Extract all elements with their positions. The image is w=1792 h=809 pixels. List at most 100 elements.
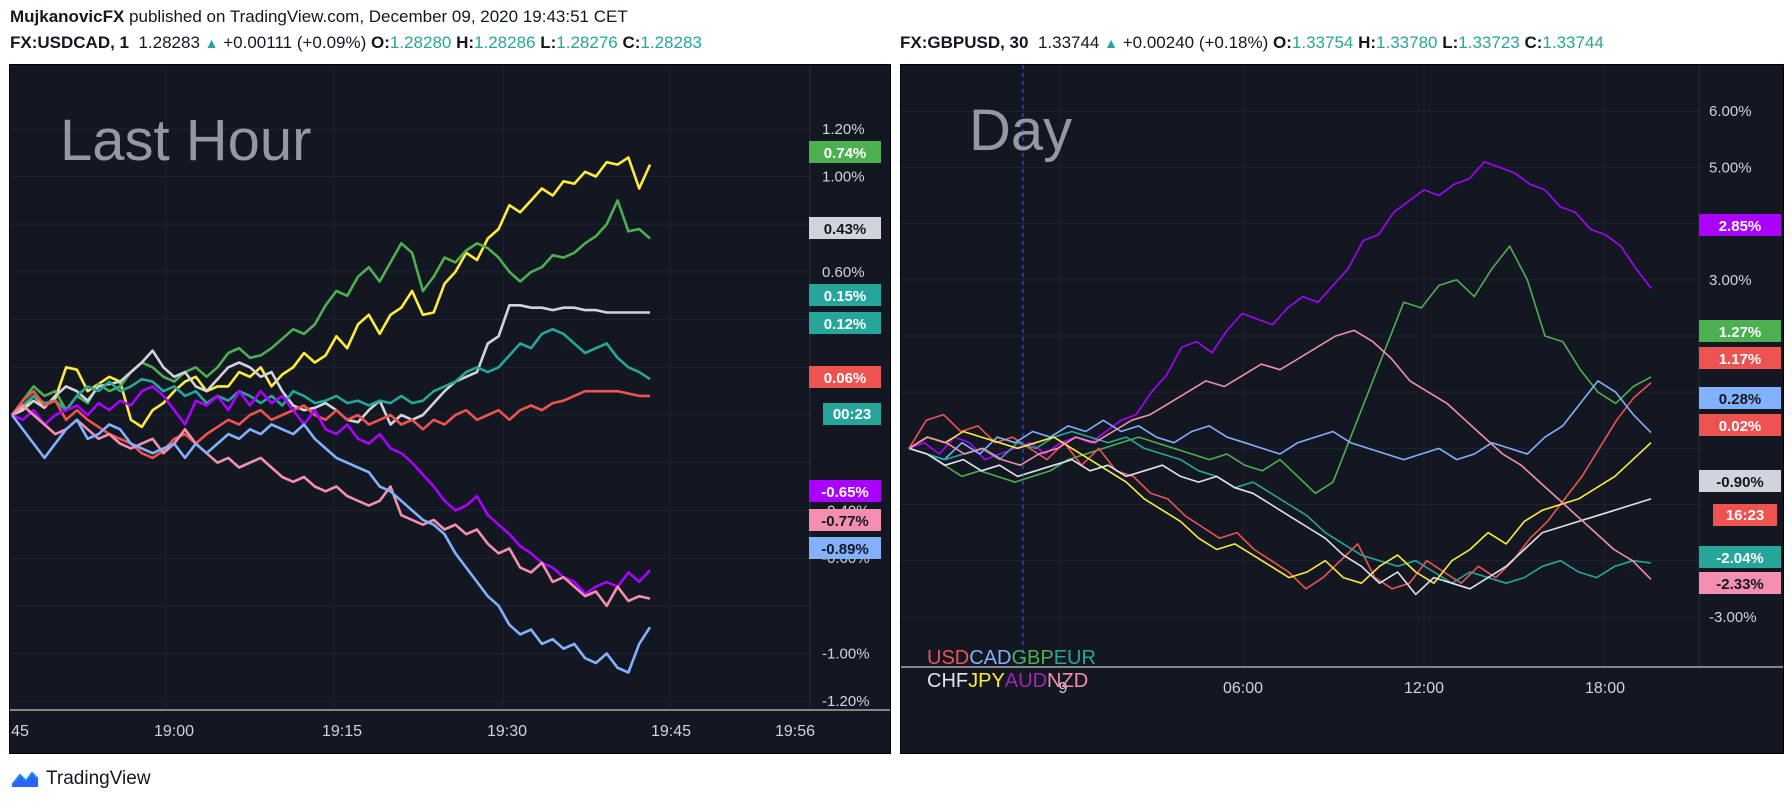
price-badge — [1699, 347, 1781, 369]
x-tick-label: 19:45 — [651, 723, 691, 740]
left-close: 1.28283 — [640, 33, 702, 52]
left-symbol-line: FX:USDCAD, 1 1.28283 ▲ +0.00111 (+0.09%)… — [10, 33, 702, 52]
series-line-usd — [10, 389, 650, 460]
price-badge — [1699, 414, 1781, 436]
left-price: 1.28283 — [138, 33, 200, 52]
price-badge-label: -0.65% — [821, 484, 869, 501]
series-line-nzd — [908, 329, 1652, 580]
right-change: +0.00240 (+0.18%) — [1122, 33, 1269, 52]
x-tick-label: 9 — [1059, 680, 1068, 697]
series-line-eur — [908, 430, 1652, 585]
price-badge — [1699, 546, 1781, 568]
legend-item-usd: USD — [927, 647, 969, 669]
right-high: 1.33780 — [1376, 33, 1438, 52]
legend-item-aud: AUD — [1005, 670, 1047, 692]
x-tick-label: 45 — [11, 723, 29, 740]
series-line-cad — [908, 380, 1652, 461]
countdown-label: 16:23 — [1726, 507, 1764, 524]
series-line-nzd — [11, 404, 651, 608]
series-line-jpy — [908, 430, 1652, 585]
price-badge-label: 2.85% — [1719, 218, 1762, 235]
y-tick-label: 6.00% — [1709, 103, 1752, 120]
x-tick-label: 06:00 — [1223, 680, 1263, 697]
legend-item-gbp: GBP — [1011, 647, 1053, 669]
publish-line: MujkanovicFX published on TradingView.co… — [10, 7, 628, 27]
price-badge — [809, 366, 881, 388]
series-line-usd — [908, 381, 1652, 590]
tradingview-logo-icon — [11, 771, 39, 787]
y-tick-label: 5.00% — [1709, 159, 1752, 176]
x-tick-label: 19:30 — [487, 723, 527, 740]
price-badge-label: -0.89% — [821, 541, 869, 558]
x-tick-label: 19:56 — [775, 723, 815, 740]
price-badge — [809, 141, 881, 163]
y-tick-label: -3.00% — [1709, 609, 1757, 626]
countdown-label: 00:23 — [833, 406, 871, 423]
series-line-chf — [11, 304, 650, 426]
left-high: 1.28286 — [474, 33, 536, 52]
x-tick-label: 19:15 — [322, 723, 362, 740]
left-open: 1.28280 — [389, 33, 452, 52]
price-badge — [1699, 214, 1781, 236]
brand-name: TradingView — [46, 768, 151, 789]
series-line-aud — [908, 161, 1652, 461]
left-chart-title: Last Hour — [60, 108, 311, 173]
legend-item-eur: EUR — [1054, 647, 1096, 669]
price-badge-label: 0.74% — [824, 145, 867, 162]
left-symbol[interactable]: FX:USDCAD, 1 — [10, 33, 130, 52]
left-low: 1.28276 — [556, 33, 618, 52]
price-badge — [809, 312, 881, 334]
price-badge-label: 1.27% — [1719, 324, 1762, 341]
series-line-gbp — [908, 245, 1652, 495]
right-price: 1.33744 — [1037, 33, 1100, 52]
price-badge-label: -2.33% — [1716, 576, 1764, 593]
author-name[interactable]: MujkanovicFX — [10, 7, 125, 26]
x-tick-label: 18:00 — [1585, 680, 1625, 697]
price-badge-label: 1.17% — [1719, 351, 1762, 368]
y-tick-label: -1.20% — [822, 693, 870, 710]
price-badge — [1699, 572, 1781, 594]
right-chart-panel[interactable]: 6.00%5.00%4.00%3.00%2.00%-3.00%906:0012:… — [900, 64, 1784, 754]
price-badge-label: 0.43% — [824, 221, 867, 238]
left-change: +0.00111 (+0.09%) — [223, 33, 367, 52]
countdown-badge — [823, 403, 881, 425]
publish-info: published on TradingView.com, December 0… — [129, 7, 628, 26]
y-tick-label: 3.00% — [1709, 272, 1752, 289]
series-line-eur — [11, 327, 651, 416]
price-badge — [1699, 320, 1781, 342]
left-chart[interactable]: 1.20%1.00%0.80%0.60%-0.40%-0.60%-1.00%-1… — [10, 65, 890, 753]
price-badge-label: 0.12% — [824, 316, 867, 333]
series-line-chf — [908, 447, 1652, 596]
right-symbol[interactable]: FX:GBPUSD, 30 — [900, 33, 1029, 52]
series-line-jpy — [11, 156, 652, 429]
price-badge — [809, 217, 881, 239]
price-badge-label: -0.77% — [821, 513, 869, 530]
countdown-badge — [1713, 504, 1777, 526]
legend-item-chf: CHF — [927, 670, 968, 692]
legend-item-cad: CAD — [969, 647, 1011, 669]
right-low: 1.33723 — [1458, 33, 1520, 52]
right-open: 1.33754 — [1291, 33, 1354, 52]
price-badge — [809, 284, 881, 306]
legend-item-jpy: JPY — [968, 670, 1005, 692]
x-tick-label: 12:00 — [1404, 680, 1444, 697]
series-line-cad — [10, 414, 652, 674]
right-chart-title: Day — [969, 98, 1072, 163]
price-badge-label: -2.04% — [1716, 550, 1764, 567]
price-badge-label: 0.02% — [1719, 418, 1762, 435]
series-line-gbp — [10, 199, 651, 416]
y-tick-label: 1.00% — [822, 169, 865, 186]
right-chart[interactable]: 6.00%5.00%4.00%3.00%2.00%-3.00%906:0012:… — [901, 65, 1783, 753]
price-badge — [809, 537, 881, 559]
price-badge — [1699, 387, 1781, 409]
price-badge-label: 0.28% — [1719, 391, 1762, 408]
price-badge — [809, 509, 881, 531]
price-badge — [1699, 470, 1781, 492]
y-tick-label: 1.20% — [822, 121, 865, 138]
left-chart-panel[interactable]: 1.20%1.00%0.80%0.60%-0.40%-0.60%-1.00%-1… — [9, 64, 891, 754]
up-arrow-icon: ▲ — [1104, 35, 1118, 51]
price-badge-label: 0.15% — [824, 288, 867, 305]
right-close: 1.33744 — [1542, 33, 1604, 52]
y-tick-label: 0.60% — [822, 264, 865, 281]
tradingview-brand[interactable]: TradingView — [10, 768, 151, 790]
